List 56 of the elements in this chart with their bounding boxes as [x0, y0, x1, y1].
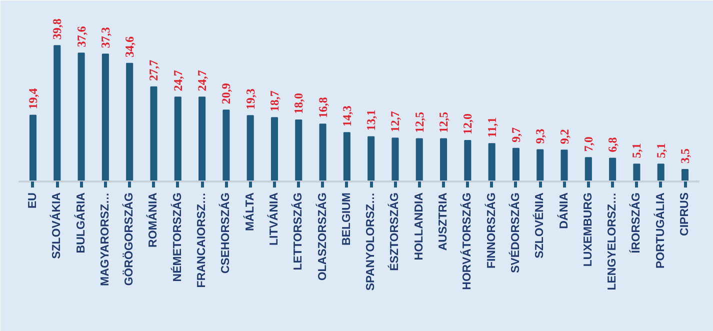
x-tick-label: EU: [26, 192, 39, 208]
x-tick-label: ÉSZTORSZÁG: [387, 192, 402, 271]
x-tick-label: DÁNIA: [556, 192, 570, 229]
data-label: 12,0: [460, 114, 475, 135]
data-label: 24,7: [195, 70, 210, 92]
x-tick-label: LETTORSZÁG: [290, 192, 305, 270]
x-tick-label: SPANYOLORSZ…: [365, 192, 378, 291]
data-label: 27,7: [146, 60, 161, 81]
data-label: 20,9: [219, 83, 234, 104]
x-tick-label: CIPRUS: [679, 192, 692, 236]
data-label: 37,6: [74, 26, 88, 48]
data-label: 12,7: [388, 111, 402, 132]
x-tick-label: CSEHORSZÁG: [218, 192, 232, 274]
data-label: 16,8: [316, 97, 330, 118]
x-tick-label: SZLOVÁKIA: [49, 192, 64, 259]
data-label: 3,5: [678, 148, 692, 164]
x-tick-label: MAGYARORSZ…: [99, 192, 112, 286]
x-tick-label: NÉMETORSZÁG: [170, 192, 184, 282]
data-label: 34,6: [122, 36, 137, 58]
x-tick-label: ROMÁNIA: [146, 192, 160, 248]
data-label: 39,8: [50, 18, 64, 40]
data-label: 9,3: [533, 128, 548, 144]
data-label: 12,5: [436, 112, 451, 133]
data-label: 13,1: [364, 110, 378, 131]
data-label: 18,7: [267, 90, 282, 112]
x-tick-label: AUSZTRIA: [438, 192, 450, 251]
x-tick-label: GÖRÖGORSZÁG: [122, 192, 136, 286]
data-label: 7,0: [581, 136, 596, 152]
data-label: 5,1: [630, 143, 644, 158]
x-tick-label: FINNORSZÁG: [484, 192, 498, 269]
data-label: 11,1: [484, 117, 499, 138]
x-tick-label: LENGYELORSZ…: [606, 192, 619, 290]
x-tick-label: HOLLANDIA: [413, 192, 426, 260]
x-tick-label: BELGIUM: [340, 192, 353, 246]
data-label: 6,8: [606, 137, 620, 152]
x-tick-label: OLASZORSZÁG: [314, 192, 329, 281]
x-tick-label: MÁLTA: [242, 192, 256, 232]
x-tick-label: ÍRORSZÁG: [628, 192, 643, 254]
data-label: 9,2: [557, 129, 572, 144]
data-label: 18,0: [292, 93, 306, 114]
x-tick-label: LUXEMBURG: [582, 192, 594, 267]
data-label: 12,5: [412, 112, 426, 133]
x-tick-label: HORVÁTORSZÁG: [460, 192, 474, 290]
data-label: 19,4: [26, 88, 40, 110]
data-label: 19,3: [243, 88, 258, 110]
x-tick-label: FRANCAIORSZ…: [196, 192, 208, 288]
data-label: 5,1: [654, 143, 668, 158]
x-tick-label: PORTUGÁLIA: [652, 192, 667, 269]
x-tick-label: SVÉDORSZÁG: [508, 192, 522, 274]
data-label: 24,7: [170, 70, 185, 92]
data-label: 9,7: [508, 127, 523, 142]
data-label: 37,3: [98, 27, 112, 48]
data-label: 14,3: [340, 106, 354, 127]
x-tick-label: SZLOVÉNIA: [532, 192, 546, 258]
x-tick-label: LITVÁNIA: [266, 192, 280, 246]
x-tick-label: BULGÁRIA: [73, 192, 88, 254]
